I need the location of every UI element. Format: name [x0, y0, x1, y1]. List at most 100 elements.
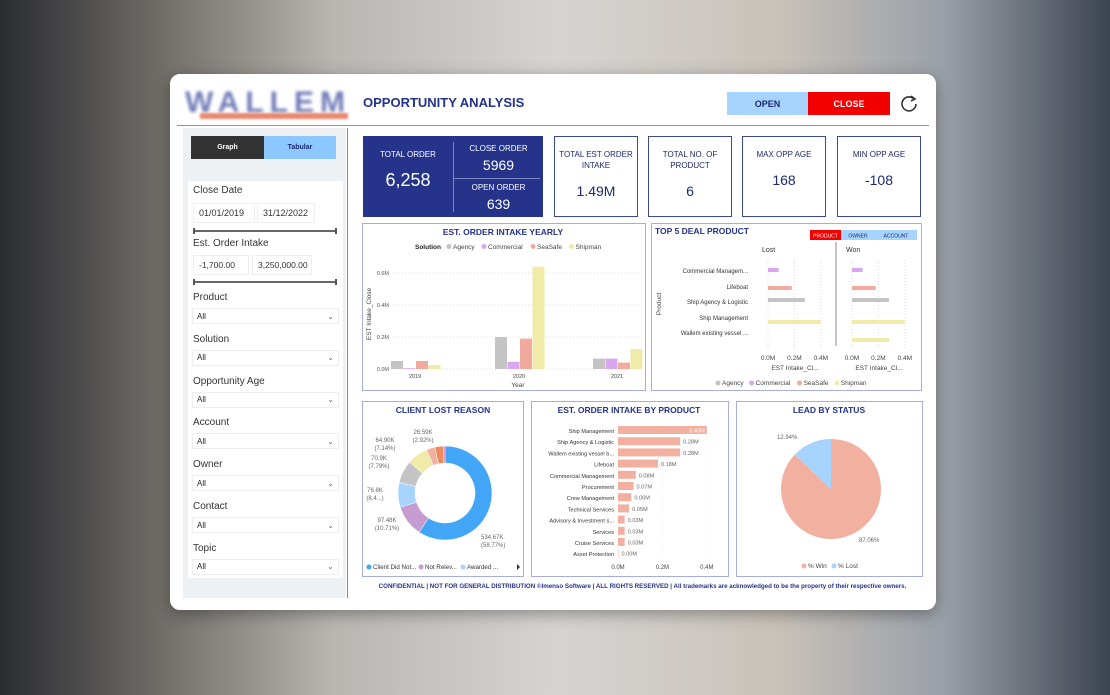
solution-dropdown[interactable]: All ⌄ — [192, 349, 339, 366]
tabular-toggle[interactable]: Tabular — [264, 136, 336, 159]
bar — [618, 482, 634, 490]
tab-account[interactable] — [875, 230, 917, 240]
dropdown-value: All — [197, 562, 206, 572]
chevron-down-icon: ⌄ — [327, 311, 334, 321]
footer-disclaimer: CONFIDENTIAL | NOT FOR GENERAL DISTRIBUT… — [378, 583, 907, 590]
legend-marker — [801, 563, 807, 569]
account-dropdown[interactable]: All ⌄ — [192, 433, 339, 450]
slice-value-label: 97.48K — [377, 518, 396, 524]
legend-label: % Win — [808, 563, 827, 570]
x-tick-label: 2021 — [611, 374, 623, 380]
y-tick-label: 0.0M — [377, 367, 390, 373]
close-date-from-input[interactable]: 01/01/2019 — [193, 203, 255, 223]
bar — [618, 426, 707, 434]
bar-commercial-2021 — [605, 358, 618, 369]
category-label: Commercial Management — [550, 474, 614, 480]
close-order-value: 5969 — [482, 157, 515, 173]
lost-bar — [768, 320, 821, 324]
x-tick-label: 2019 — [409, 374, 421, 380]
dropdown-value: All — [197, 395, 206, 405]
donut-slice — [443, 445, 446, 464]
category-label: Ship Agency & Logistic — [687, 300, 748, 306]
chevron-down-icon: ⌄ — [327, 478, 334, 488]
product-filter-label: Product — [193, 292, 228, 303]
legend-marker — [831, 563, 837, 569]
category-label: Ship Management — [569, 429, 615, 435]
opportunity-age-dropdown[interactable]: All ⌄ — [192, 391, 339, 408]
owner-dropdown[interactable]: All ⌄ — [192, 475, 339, 492]
tab-product[interactable] — [810, 230, 841, 240]
close-date-slider[interactable] — [193, 228, 337, 234]
bar — [618, 493, 632, 502]
slice-pct-label: (2.92%) — [412, 438, 433, 444]
bar — [618, 437, 681, 446]
chart-title: CLIENT LOST REASON — [396, 405, 490, 415]
data-label: 0.03M — [628, 541, 644, 547]
data-label: 0.08M — [639, 473, 655, 479]
chart-title: TOP 5 DEAL PRODUCT — [655, 226, 750, 236]
order-intake-from-input[interactable]: -1,700.00 — [193, 255, 249, 275]
legend-label: SeaSafe — [804, 380, 829, 387]
tab-label: OWNER — [848, 234, 868, 240]
legend-next-icon[interactable] — [517, 564, 520, 570]
close-button[interactable]: CLOSE — [808, 92, 890, 115]
legend-title: Solution — [415, 244, 441, 251]
panel-label: Lost — [762, 247, 775, 254]
topic-filter-label: Topic — [193, 542, 217, 554]
x-tick-label: 0.0M — [845, 355, 859, 362]
data-label: 0.40M — [689, 429, 705, 435]
y-tick-label: 0.4M — [377, 303, 390, 309]
legend-marker — [797, 380, 803, 386]
kpi-value: 1.49M — [576, 183, 616, 199]
open-button[interactable]: OPEN — [727, 92, 808, 115]
topic-dropdown[interactable]: All ⌄ — [192, 558, 339, 575]
refresh-icon[interactable] — [899, 93, 919, 113]
slice-pct-label: (10.71%) — [375, 526, 399, 532]
bar-shipman-2019 — [428, 365, 441, 369]
category-label: Technical Services — [568, 507, 615, 513]
legend-label: Commercial — [756, 380, 791, 387]
graph-toggle[interactable]: Graph — [191, 136, 264, 159]
order-intake-to-input[interactable]: 3,250,000.00 — [252, 255, 312, 275]
kpi-divider — [454, 178, 540, 179]
slice-label: 87.06% — [859, 538, 880, 544]
x-tick-label: 0.0M — [611, 565, 624, 571]
contact-dropdown[interactable]: All ⌄ — [192, 517, 339, 533]
kpi-label: TOTAL EST ORDER INTAKE — [559, 150, 633, 170]
tab-owner[interactable] — [841, 230, 875, 240]
sidebar-divider — [347, 128, 348, 598]
category-label: Lifeboat — [594, 463, 614, 469]
slice-value-label: 26.59K — [413, 430, 432, 436]
product-dropdown[interactable]: All ⌄ — [192, 308, 339, 324]
legend-label: Agency — [722, 380, 744, 387]
slice-label: 12.94% — [777, 435, 798, 441]
legend-marker — [530, 244, 536, 249]
page-title: OPPORTUNITY ANALYSIS — [363, 95, 525, 110]
bar-commercial-2019 — [403, 368, 416, 369]
x-tick-label: 0.4M — [898, 355, 912, 362]
order-intake-label: Est. Order Intake — [193, 238, 269, 249]
kpi-card: TOTAL EST ORDER INTAKE 1.49M — [554, 136, 638, 217]
bar-agency-2021 — [593, 358, 605, 369]
x-tick-label: 0.2M — [871, 355, 885, 362]
order-intake-slider[interactable] — [193, 279, 337, 285]
yearly-chart-panel: EST. ORDER INTAKE YEARLY Solution Agency Co… — [362, 223, 646, 391]
data-label: 0.00M — [622, 552, 638, 558]
data-label: 0.03M — [628, 529, 644, 535]
y-axis-label: Product — [656, 293, 663, 316]
slice-pct-label: (7.79%) — [368, 464, 389, 470]
legend-marker — [481, 244, 487, 249]
bar-agency-2019 — [391, 361, 403, 369]
data-label: 0.28M — [683, 440, 699, 446]
won-bar — [852, 286, 876, 290]
top5-chart-panel: TOP 5 DEAL PRODUCT PRODUCT OWNER ACCOUNT Los… — [651, 223, 922, 391]
pie-slice-lost — [794, 439, 831, 489]
legend-label: Shipman — [576, 244, 602, 251]
category-label: Advisory & Investment s... — [549, 519, 614, 525]
close-date-to-input[interactable]: 31/12/2022 — [257, 203, 315, 223]
data-label: 0.05M — [632, 507, 648, 513]
bar-seasafe-2021 — [618, 362, 630, 369]
dropdown-value: All — [197, 478, 206, 488]
bar-shipman-2020 — [532, 266, 545, 369]
data-label: 0.07M — [637, 485, 653, 491]
